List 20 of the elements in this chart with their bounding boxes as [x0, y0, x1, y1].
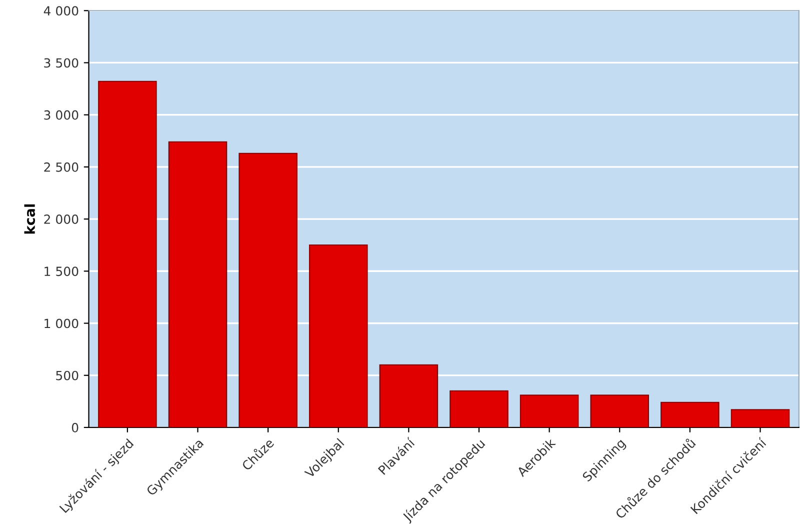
bar — [98, 80, 157, 428]
y-tick-label: 2 000 — [44, 214, 78, 224]
y-tick-label: 0 — [72, 422, 78, 432]
y-tick-label: 3 000 — [44, 110, 78, 120]
y-tick-label: 1 000 — [44, 318, 78, 328]
bar — [308, 244, 368, 428]
y-tick-label: 2 500 — [44, 162, 78, 172]
bar — [520, 394, 579, 428]
bar — [450, 390, 508, 428]
bar — [660, 402, 720, 428]
bar — [590, 394, 650, 428]
bar — [168, 141, 228, 428]
bar — [238, 152, 298, 428]
y-tick-label: 4 000 — [44, 6, 78, 16]
y-tick-label: 500 — [56, 370, 78, 380]
y-tick-label: 1 500 — [44, 266, 78, 276]
bar — [379, 364, 438, 428]
y-tick-label: 3 500 — [44, 58, 78, 68]
y-axis-title: kcal — [24, 204, 36, 234]
bar — [730, 409, 790, 428]
